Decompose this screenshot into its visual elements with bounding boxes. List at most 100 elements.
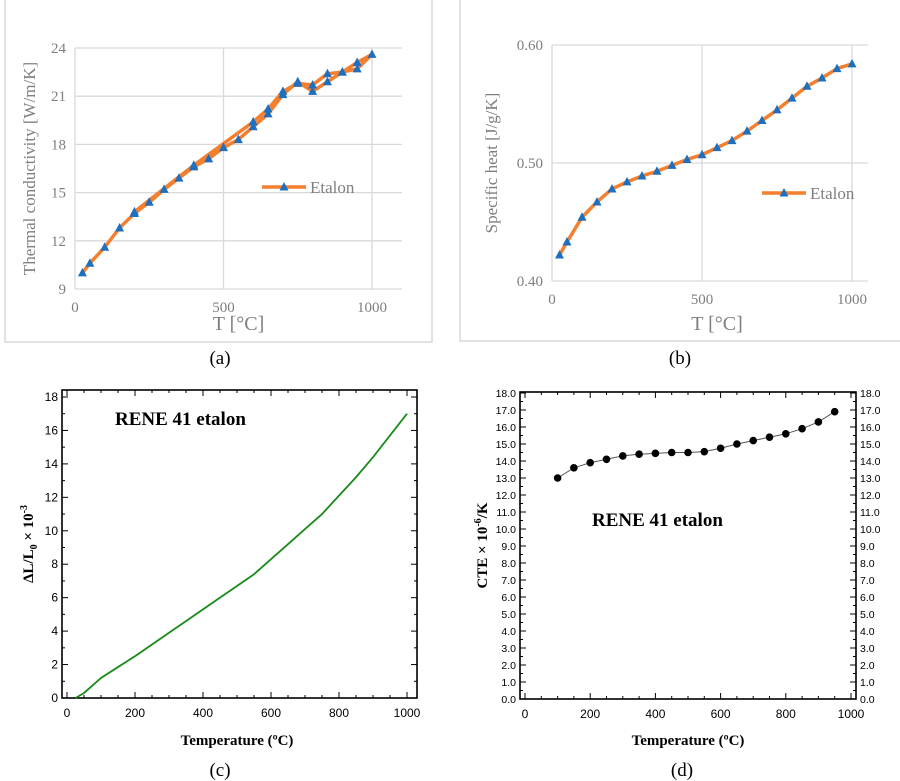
data-point	[667, 448, 676, 457]
y-tick-label-right: 8.0	[860, 558, 875, 570]
data-point	[308, 86, 318, 95]
x-tick-label: 200	[580, 707, 600, 721]
data-point	[263, 104, 273, 113]
data-point	[727, 135, 737, 145]
data-point	[100, 242, 110, 251]
plot-frame	[519, 391, 857, 700]
x-tick-label: 1000	[357, 300, 387, 316]
y-tick-label: 6.0	[501, 592, 516, 604]
y-tick-label: 1.0	[501, 677, 516, 689]
y-tick-label-right: 11.0	[860, 507, 880, 519]
data-point	[847, 58, 857, 68]
y-tick-label: 10	[45, 524, 59, 538]
data-point	[697, 149, 707, 159]
series-line	[557, 62, 853, 256]
y-tick-label-right: 15.0	[860, 439, 881, 451]
data-point	[570, 464, 578, 472]
y-tick-label: 0.50	[517, 156, 543, 172]
annotation: RENE 41 etalon	[592, 510, 723, 531]
data-point	[622, 176, 632, 186]
chart-panel-c: 0 2 4 6 8 10 12 14 16 18 0 200 400 600 800 1000 Temperat…	[19, 389, 421, 781]
x-tick-label: 400	[645, 707, 665, 721]
y-tick-label: 0.0	[501, 694, 516, 706]
data-point	[555, 250, 564, 259]
y-tick-label: 8.0	[501, 558, 516, 570]
x-tick-label: 0	[64, 706, 71, 720]
data-point	[814, 418, 823, 426]
data-point	[712, 142, 722, 152]
y-tick-label: 2	[51, 658, 58, 672]
data-point	[635, 450, 643, 459]
y-tick-label-right: 17.0	[860, 405, 881, 417]
data-point	[607, 183, 617, 193]
y-tick-label: 13.0	[496, 473, 517, 485]
y-axis-label: ΔL/L0 × 10-3	[19, 505, 40, 583]
data-point	[832, 63, 842, 73]
y-tick-label: 15	[51, 186, 66, 202]
data-point	[684, 448, 692, 457]
y-tick-label-right: 13.0	[860, 473, 881, 485]
y-tick-label: 5.0	[501, 609, 516, 621]
y-tick-label-right: 14.0	[860, 456, 881, 468]
y-axis-label: Specific heat [J/g/K]	[482, 93, 501, 234]
y-tick-label: 0	[51, 691, 58, 705]
x-tick-label: 1000	[394, 706, 421, 720]
x-tick-label: 800	[329, 706, 349, 720]
x-tick-label: 600	[261, 706, 281, 720]
y-tick-label-right: 16.0	[860, 422, 881, 434]
data-point	[562, 237, 572, 246]
x-tick-label: 800	[776, 707, 796, 721]
data-point	[322, 68, 332, 78]
x-tick-label: 200	[125, 706, 145, 720]
data-point	[352, 63, 362, 73]
panel-label: (b)	[669, 348, 691, 369]
y-axis-label: Thermal conductivity [W/m/K]	[20, 62, 39, 275]
y-tick-label: 12	[51, 234, 66, 250]
data-point	[248, 116, 258, 126]
x-axis-label: Temperature (ºC)	[632, 733, 745, 749]
y-tick-label-right: 5.0	[860, 609, 875, 621]
data-point	[144, 197, 154, 206]
panel-border	[4, 0, 433, 343]
data-point	[765, 433, 774, 442]
y-tick-label: 12.0	[496, 490, 517, 502]
data-point	[293, 78, 303, 87]
data-point	[749, 436, 757, 445]
data-point	[619, 452, 627, 460]
y-tick-label: 8	[51, 557, 58, 571]
y-tick-label-right: 7.0	[860, 575, 875, 587]
data-point	[700, 447, 709, 456]
chart-panel-a: 9 12 15 18 21 24 0 500 1000 T [°C] Thermal conduct…	[4, 0, 433, 369]
data-point	[204, 153, 214, 163]
y-tick-label: 14	[45, 457, 59, 471]
y-tick-label: 0.60	[517, 38, 543, 54]
data-point	[367, 49, 377, 58]
legend-marker	[779, 188, 789, 197]
data-point	[772, 104, 782, 114]
y-tick-label-right: 2.0	[860, 660, 875, 672]
y-label-superscript: -3	[19, 505, 30, 513]
chart-panel-d: 0.0 0.0 1.0 1.0 2.0 2.0 3.0 3.0 4.0 4.0 5.0 5.0 6.0 6…	[473, 388, 881, 781]
y-tick-label: 18	[51, 137, 66, 153]
panel-label: (c)	[209, 760, 230, 781]
y-tick-label: 18.0	[496, 388, 517, 400]
panel-border	[459, 0, 900, 342]
legend-marker	[279, 182, 289, 191]
x-tick-label: 0	[71, 300, 79, 316]
y-tick-label-right: 9.0	[860, 541, 875, 553]
data-point	[248, 121, 258, 131]
data-point	[817, 73, 827, 82]
chart-panel-b: 0.40 0.50 0.60 0 500 1000 T [°C] Specific heat …	[459, 0, 900, 369]
data-point	[85, 258, 95, 267]
y-tick-label-right: 0.0	[860, 694, 875, 706]
x-tick-label: 400	[193, 706, 213, 720]
x-tick-label: 0	[522, 707, 529, 721]
data-point	[577, 212, 587, 221]
y-tick-label: 24	[51, 41, 67, 57]
data-point	[798, 424, 806, 433]
data-point	[337, 67, 347, 76]
y-tick-label-right: 10.0	[860, 524, 881, 536]
x-tick-label: 1000	[838, 707, 865, 721]
series-line	[557, 411, 835, 479]
